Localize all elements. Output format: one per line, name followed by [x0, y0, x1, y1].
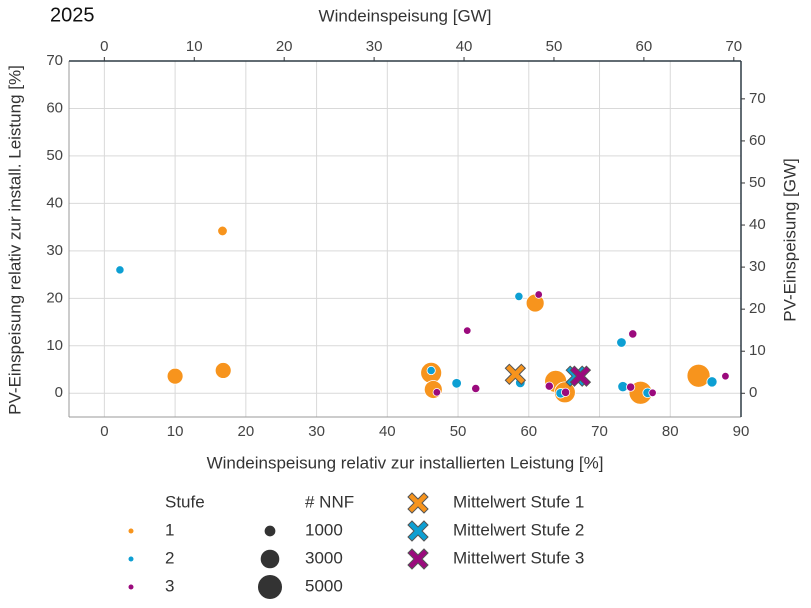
point	[628, 329, 638, 339]
y2-tick-label: 0	[749, 384, 757, 401]
point	[534, 290, 543, 299]
point	[115, 265, 125, 275]
legend-label: Mittelwert Stufe 2	[453, 520, 584, 539]
mean-marker	[504, 363, 527, 385]
point	[214, 362, 232, 379]
y2-tick-label: 50	[749, 174, 766, 191]
x-tick-label: 20	[237, 423, 254, 440]
y-tick-label: 20	[46, 289, 63, 306]
legend-marker	[128, 584, 134, 590]
x2-axis-label: Windeinspeisung [GW]	[319, 6, 492, 25]
y-tick-label: 50	[46, 147, 63, 164]
y2-tick-label: 20	[749, 300, 766, 317]
size-legend-marker	[264, 525, 276, 537]
point	[514, 291, 524, 301]
point	[432, 388, 442, 397]
x2-tick-label: 0	[100, 38, 108, 55]
y-tick-label: 60	[46, 99, 63, 116]
size-legend-label: 1000	[305, 520, 343, 539]
x-tick-label: 30	[308, 423, 325, 440]
point	[686, 363, 711, 388]
legend-label: 2	[165, 548, 174, 567]
y-tick-label: 70	[46, 52, 63, 69]
x-tick-label: 90	[733, 423, 750, 440]
point	[561, 387, 571, 397]
point	[616, 337, 627, 348]
y2-tick-label: 30	[749, 258, 766, 275]
y2-tick-label: 40	[749, 216, 766, 233]
legend-marker	[128, 556, 134, 562]
point	[426, 365, 436, 376]
x-tick-label: 60	[520, 423, 537, 440]
legend-marker	[407, 492, 429, 514]
legend-label: 3	[165, 576, 174, 595]
point	[544, 381, 554, 391]
point	[648, 388, 657, 397]
x-tick-label: 80	[662, 423, 679, 440]
x-tick-label: 0	[100, 423, 108, 440]
y-tick-label: 30	[46, 242, 63, 259]
y2-tick-label: 10	[749, 342, 766, 359]
legend-label: Mittelwert Stufe 3	[453, 548, 584, 567]
x-tick-label: 70	[591, 423, 608, 440]
y2-tick-label: 60	[749, 132, 766, 149]
legend-marker	[128, 528, 134, 534]
y2-tick-label: 70	[749, 90, 766, 107]
x-tick-label: 50	[450, 423, 467, 440]
x2-tick-label: 50	[546, 38, 563, 55]
x-axis-label: Windeinspeisung relativ zur installierte…	[207, 453, 604, 472]
size-legend-label: 3000	[305, 548, 343, 567]
mean-marker	[569, 365, 592, 387]
legend-title: Stufe	[165, 492, 205, 511]
legend-marker	[407, 548, 429, 570]
point	[166, 367, 184, 385]
x2-tick-label: 40	[456, 38, 473, 55]
y-tick-label: 10	[46, 337, 63, 354]
y-tick-label: 40	[46, 194, 63, 211]
chart-title: 2025	[50, 4, 95, 26]
y-tick-label: 0	[55, 384, 63, 401]
point	[451, 378, 462, 389]
legend-marker	[407, 520, 429, 542]
x2-tick-label: 20	[276, 38, 293, 55]
point	[463, 326, 472, 335]
legend-label: Mittelwert Stufe 1	[453, 492, 584, 511]
size-legend-marker	[257, 574, 283, 600]
x-tick-label: 40	[379, 423, 396, 440]
point	[217, 225, 228, 237]
x-tick-label: 10	[167, 423, 184, 440]
size-legend-marker	[260, 549, 280, 569]
point	[626, 382, 636, 392]
size-legend-label: 5000	[305, 576, 343, 595]
size-legend-title: # NNF	[305, 492, 354, 511]
x2-tick-label: 10	[186, 38, 203, 55]
point	[721, 371, 730, 381]
y2-axis-label: PV-Einspeisung [GW]	[780, 158, 799, 321]
legend-label: 1	[165, 520, 174, 539]
x2-tick-label: 60	[636, 38, 653, 55]
y-axis-label: PV-Einspeisung relativ zur install. Leis…	[5, 65, 24, 415]
point	[706, 376, 718, 388]
point	[471, 383, 481, 394]
x2-tick-label: 70	[725, 38, 742, 55]
x2-tick-label: 30	[366, 38, 383, 55]
